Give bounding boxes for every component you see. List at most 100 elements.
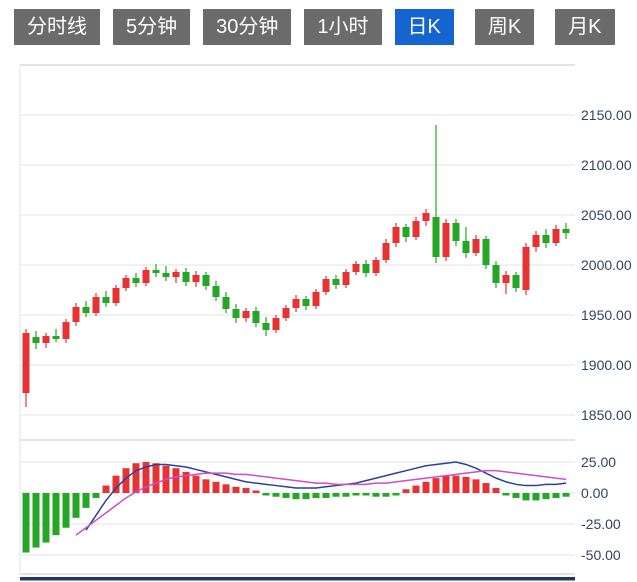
macd-bar [382, 493, 390, 497]
macd-bar [142, 462, 150, 493]
tab-daily-k[interactable]: 日K [394, 9, 454, 45]
candle [262, 323, 270, 330]
tab-1hour[interactable]: 1小时 [304, 9, 382, 45]
macd-bar [192, 475, 200, 493]
macd-bar [52, 493, 60, 536]
candles [22, 125, 570, 407]
macd-bar [482, 483, 490, 493]
macd-bar [202, 479, 210, 493]
candle [252, 311, 260, 323]
macd-bar [262, 493, 270, 496]
candle [272, 318, 280, 330]
candle [512, 275, 520, 288]
candle [52, 336, 60, 339]
bottom-axis-bar [20, 577, 575, 581]
candle [362, 264, 370, 273]
candle [492, 265, 500, 283]
macd-bar [132, 463, 140, 493]
dif-line [85, 461, 567, 531]
macd-bar [222, 484, 230, 493]
price-grid: 2150.00 2100.00 2050.00 2000.00 1950.00 1900.… [20, 107, 632, 423]
tab-30min[interactable]: 30分钟 [203, 9, 292, 45]
candle [142, 270, 150, 283]
macd-bar [472, 479, 480, 493]
macd-bar [502, 493, 510, 496]
price-axis-label: 1950.00 [581, 307, 632, 323]
candle [352, 264, 360, 272]
candle [382, 243, 390, 260]
macd-bar [252, 490, 260, 493]
macd-bar [122, 468, 130, 493]
macd-bar [392, 493, 400, 496]
candle [42, 336, 50, 343]
macd-axis-label: -25.00 [581, 516, 621, 532]
tab-monthly-k[interactable]: 月K [555, 9, 615, 45]
candle [462, 241, 470, 253]
price-axis-label: 2000.00 [581, 257, 632, 273]
candle [32, 337, 40, 343]
macd-axis-label: 25.00 [581, 454, 616, 470]
candle [292, 299, 300, 308]
macd-bar [72, 493, 80, 518]
candle [162, 273, 170, 277]
macd-bar [362, 493, 370, 496]
candle [202, 275, 210, 286]
candle [102, 297, 110, 303]
price-axis-label: 1900.00 [581, 357, 632, 373]
macd-bar [542, 493, 550, 500]
macd-bar [302, 493, 310, 500]
candle [392, 227, 400, 243]
candle [62, 322, 70, 339]
candle [192, 275, 200, 282]
candle [312, 292, 320, 306]
candle [532, 235, 540, 247]
macd-bar [332, 493, 340, 497]
candle [482, 239, 490, 265]
macd-bar [82, 493, 90, 508]
macd-bar [272, 493, 280, 497]
macd-bar [322, 493, 330, 498]
candle [122, 278, 130, 288]
macd-bar [152, 463, 160, 493]
macd-bar [292, 493, 300, 500]
candle [222, 297, 230, 309]
candle [542, 235, 550, 243]
macd-histogram [22, 462, 570, 553]
macd-bar [22, 493, 30, 553]
candle [322, 279, 330, 292]
macd-grid: 25.00 0.00 -25.00 -50.00 [20, 454, 621, 563]
tab-timeline[interactable]: 分时线 [14, 9, 100, 45]
candle [372, 260, 380, 273]
dea-line [75, 469, 567, 536]
macd-bar [62, 493, 70, 528]
macd-bar [282, 493, 290, 498]
candle [412, 221, 420, 237]
candle [72, 307, 80, 322]
candle [342, 272, 350, 285]
candle [432, 217, 440, 257]
macd-bar [442, 475, 450, 493]
candle [522, 247, 530, 290]
tab-5min[interactable]: 5分钟 [113, 9, 191, 45]
price-axis-label: 2150.00 [581, 107, 632, 123]
macd-bar [172, 468, 180, 493]
macd-bar [562, 493, 570, 497]
macd-bar [342, 493, 350, 497]
candle [282, 308, 290, 318]
price-axis-label: 1850.00 [581, 407, 632, 423]
candle [172, 272, 180, 277]
macd-bar [242, 488, 250, 493]
macd-bar [182, 471, 190, 493]
macd-bar [532, 493, 540, 501]
candle [82, 307, 90, 313]
candle [132, 278, 140, 283]
price-axis-label: 2050.00 [581, 207, 632, 223]
candle [242, 311, 250, 318]
macd-bar [552, 493, 560, 498]
timeframe-tabbar: 分时线 5分钟 30分钟 1小时 日K 周K 月K [14, 9, 615, 45]
tab-weekly-k[interactable]: 周K [474, 9, 535, 45]
macd-bar [32, 493, 40, 548]
macd-bar [102, 485, 110, 493]
candle [332, 279, 340, 285]
